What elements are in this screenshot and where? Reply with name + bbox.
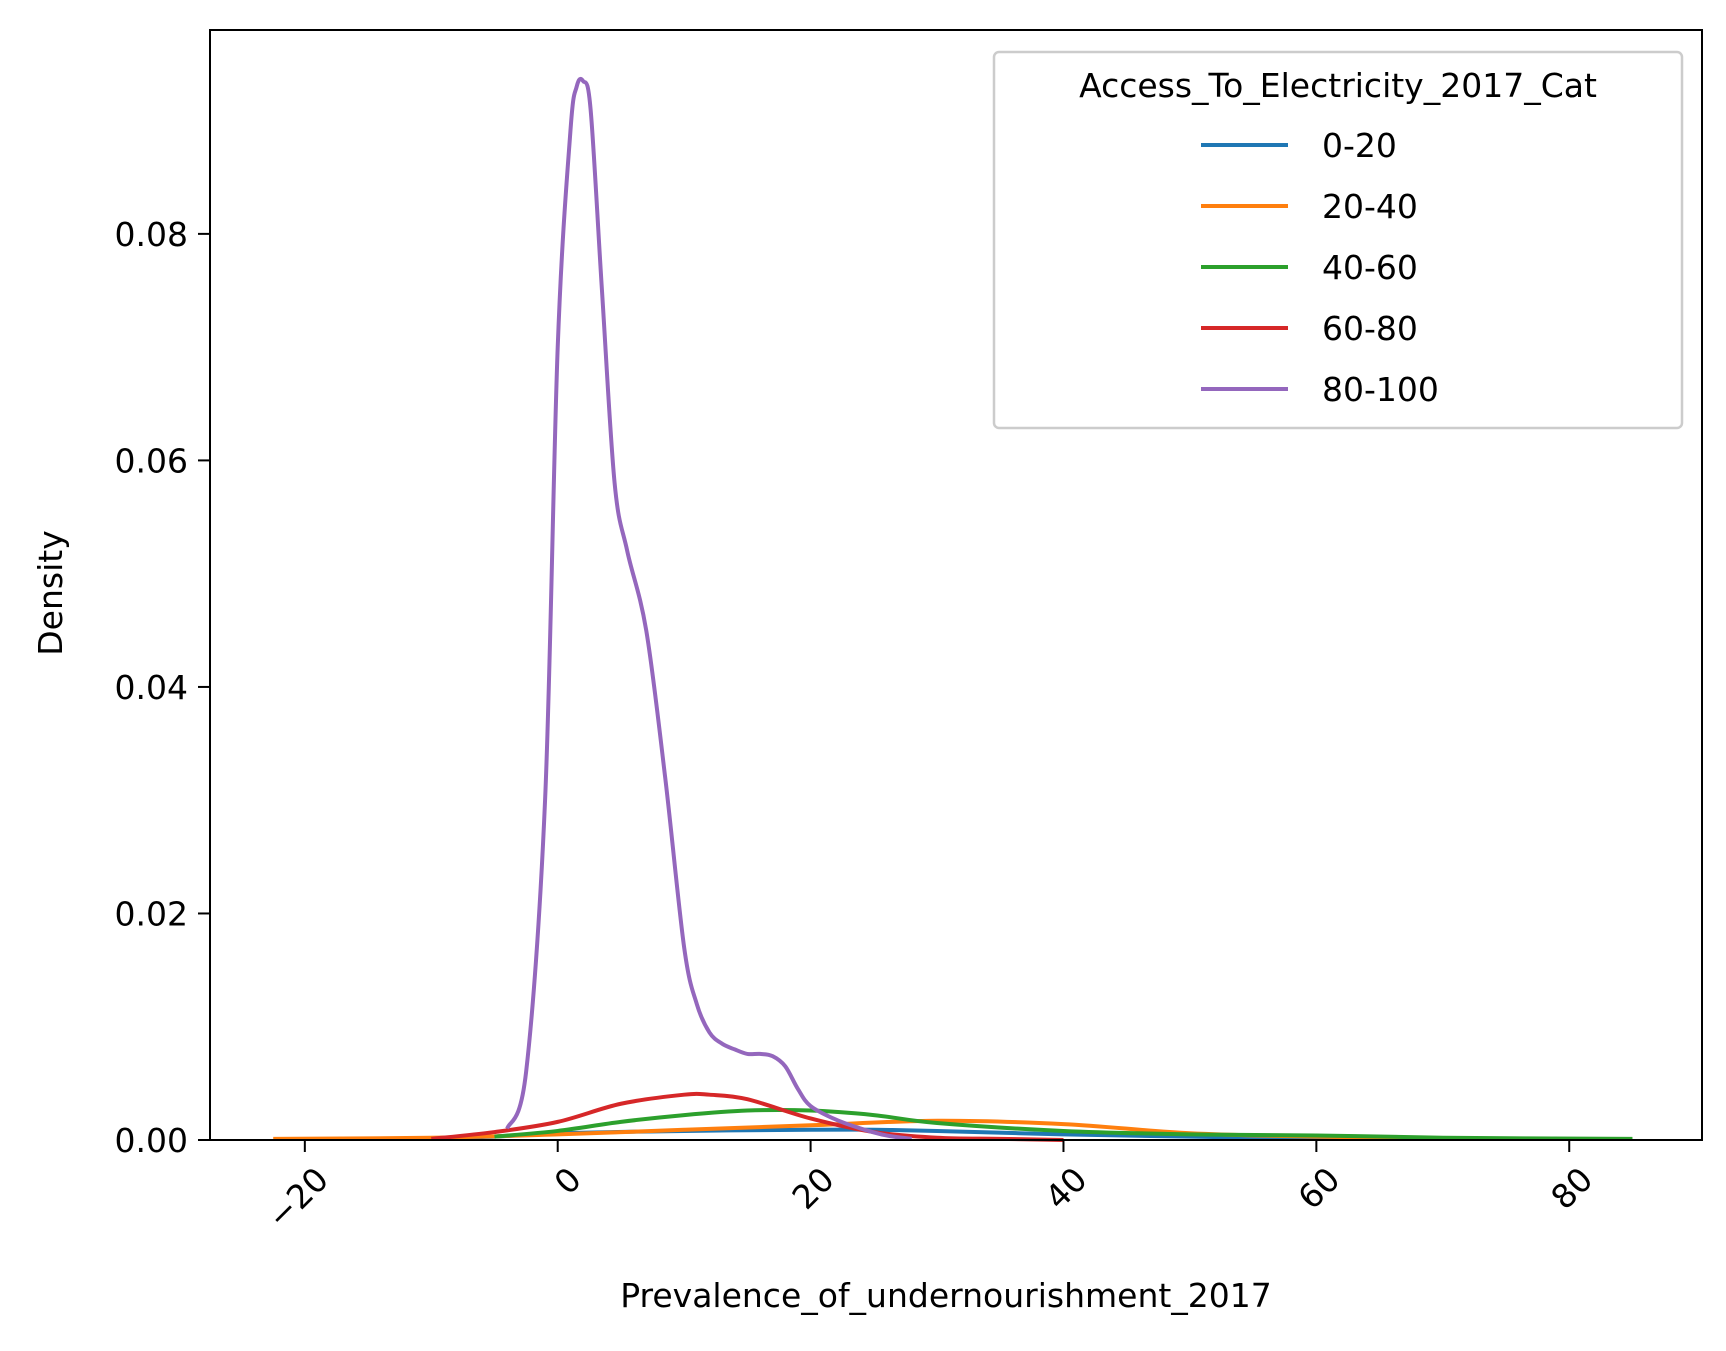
- plot-frame: [209, 29, 1703, 1141]
- series-line-60-80: [431, 1091, 1064, 1142]
- y-tick-label: 0.08: [115, 215, 188, 254]
- series-line-80-100: [505, 76, 913, 1141]
- y-axis: 0.00 0.02 0.04 0.06 0.08: [115, 215, 210, 1160]
- y-tick-label: 0.00: [115, 1121, 188, 1160]
- y-tick-label: 0.04: [115, 668, 188, 707]
- legend-box: [992, 50, 1684, 430]
- x-axis-label: Prevalence_of_undernourishment_2017: [620, 1276, 1272, 1315]
- legend-label-0-20: 0-20: [1322, 126, 1397, 165]
- series-line-40-60: [494, 1107, 1633, 1141]
- series-layer: [273, 76, 1633, 1142]
- legend-label-20-40: 20-40: [1322, 187, 1418, 226]
- legend-entries: 0-20 20-40 40-60 60-80 80-100: [1201, 126, 1439, 409]
- legend-label-80-100: 80-100: [1322, 370, 1439, 409]
- legend: Access_To_Electricity_2017_Cat 0-20 20-40…: [992, 50, 1684, 430]
- y-axis-label: Density: [31, 530, 70, 655]
- y-tick-label: 0.02: [115, 894, 188, 933]
- legend-label-60-80: 60-80: [1322, 309, 1418, 348]
- y-tick-label: 0.06: [115, 441, 188, 480]
- legend-label-40-60: 40-60: [1322, 248, 1418, 287]
- legend-title: Access_To_Electricity_2017_Cat: [1079, 66, 1597, 105]
